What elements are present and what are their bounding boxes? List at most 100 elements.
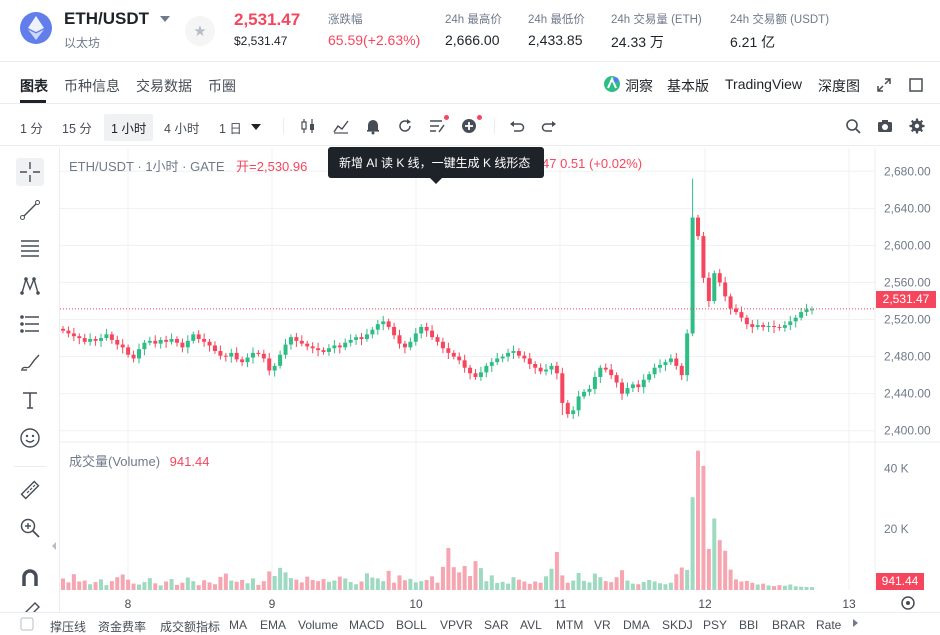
tab-tradingview[interactable]: TradingView: [725, 76, 803, 92]
candle-body: [408, 341, 413, 348]
indicator-12[interactable]: VR: [594, 618, 611, 632]
camera-icon[interactable]: [876, 117, 894, 135]
tab-chart[interactable]: 图表: [20, 78, 48, 94]
alert-icon[interactable]: [364, 117, 382, 135]
last-price: 2,531.47: [234, 10, 301, 29]
pair-selector[interactable]: ETH/USDT: [64, 9, 149, 28]
indicator-10[interactable]: AVL: [520, 618, 542, 632]
ai-pattern-icon[interactable]: [428, 117, 446, 135]
emoji-icon[interactable]: [16, 424, 44, 452]
add-indicator-icon[interactable]: [460, 117, 478, 135]
indicator-4[interactable]: EMA: [260, 618, 287, 632]
indicator-15[interactable]: PSY: [703, 618, 728, 632]
indicator-17[interactable]: BRAR: [772, 618, 806, 632]
collapse-arrow-icon[interactable]: [52, 542, 56, 550]
star-icon[interactable]: ★: [185, 16, 215, 46]
indicator-9[interactable]: SAR: [484, 618, 509, 632]
timeframe-1h[interactable]: 1 小时: [104, 114, 154, 141]
candle-body: [685, 333, 690, 376]
indicator-16[interactable]: BBI: [739, 618, 759, 632]
window-icon[interactable]: [909, 78, 923, 95]
expand-icon[interactable]: [877, 78, 891, 95]
indicator-8[interactable]: VPVR: [440, 618, 473, 632]
indicator-11[interactable]: MTM: [556, 618, 584, 632]
stat-label: 24h 最低价: [528, 14, 585, 26]
indicator-18[interactable]: Rate: [816, 618, 842, 632]
indicator-2[interactable]: 成交额指标: [160, 620, 221, 634]
candle-body: [364, 334, 369, 339]
candle-body: [766, 326, 771, 328]
candle-body: [761, 325, 766, 327]
volume-bar: [250, 578, 255, 590]
legend-open: 开=2,530.96: [236, 159, 308, 174]
settings-circle-icon[interactable]: [900, 595, 916, 614]
tab-depth[interactable]: 深度图: [818, 78, 860, 94]
volume-bar: [522, 581, 527, 590]
candle-body: [93, 338, 98, 341]
toolbar-divider: [494, 118, 495, 134]
candle-body: [115, 339, 120, 345]
time-tick-label: 8: [125, 597, 132, 611]
search-icon[interactable]: [844, 117, 862, 135]
indicator-5[interactable]: Volume: [298, 618, 339, 632]
candle-type-icon[interactable]: [299, 117, 317, 135]
redo-icon[interactable]: [540, 117, 558, 135]
tab-basic[interactable]: 基本版: [667, 78, 709, 94]
brush-icon[interactable]: [16, 348, 44, 376]
candle-body: [571, 410, 576, 415]
volume-bar: [158, 585, 163, 590]
candle-body: [326, 348, 331, 352]
text-icon[interactable]: [16, 386, 44, 414]
gear-icon[interactable]: [908, 117, 926, 135]
indicator-14[interactable]: SKDJ: [662, 618, 693, 632]
candle-body: [375, 324, 380, 330]
ruler-icon[interactable]: [16, 476, 44, 504]
candle-body: [207, 341, 212, 346]
indicator-3[interactable]: MA: [229, 618, 247, 632]
volume-bar: [777, 585, 782, 590]
indicator-0[interactable]: 撑压线: [50, 620, 87, 634]
magnet-icon[interactable]: [16, 564, 44, 592]
crosshair-icon[interactable]: [16, 158, 44, 186]
indicator-13[interactable]: DMA: [623, 618, 650, 632]
tab-coin-info[interactable]: 币种信息: [64, 78, 120, 94]
tab-insight[interactable]: 洞察: [625, 78, 653, 94]
timeframe-1m[interactable]: 1 分: [20, 122, 43, 136]
indicator-icon[interactable]: [332, 117, 350, 135]
volume-bar: [267, 571, 272, 590]
drawing-toolbar: [0, 148, 60, 635]
volume-bar: [462, 565, 467, 590]
volume-bar: [164, 581, 169, 590]
volume-bar: [169, 579, 174, 590]
candle-body: [744, 317, 749, 325]
timeframe-4h[interactable]: 4 小时: [164, 122, 200, 136]
volume-bar: [392, 582, 397, 590]
timeframe-1d[interactable]: 1 日: [219, 122, 242, 136]
volume-bar: [343, 578, 348, 590]
pattern-icon[interactable]: [16, 272, 44, 300]
checkbox-icon[interactable]: [20, 617, 34, 634]
time-tick-label: 10: [409, 597, 423, 611]
horizontal-lines-icon[interactable]: [16, 234, 44, 262]
tab-trade-data[interactable]: 交易数据: [136, 78, 192, 94]
chevron-down-icon[interactable]: [250, 121, 268, 139]
timeframe-15m[interactable]: 15 分: [62, 122, 92, 136]
indicator-7[interactable]: BOLL: [396, 618, 427, 632]
volume-bar: [489, 575, 494, 590]
trendline-icon[interactable]: [16, 196, 44, 224]
replay-icon[interactable]: [396, 117, 414, 135]
fibonacci-icon[interactable]: [16, 310, 44, 338]
chevron-right-icon[interactable]: [853, 619, 858, 627]
time-tick-label: 12: [698, 597, 712, 611]
zoom-in-icon[interactable]: [16, 514, 44, 542]
candlestick-chart[interactable]: 2,680.00 2,640.00 2,600.00 2,560.00 2,520.00…: [60, 148, 940, 618]
candle-body: [468, 367, 473, 374]
candle-body: [598, 367, 603, 377]
chevron-down-icon[interactable]: [160, 16, 170, 22]
volume-bar: [701, 465, 706, 590]
indicator-6[interactable]: MACD: [349, 618, 385, 632]
tab-community[interactable]: 币圈: [208, 78, 236, 94]
undo-icon[interactable]: [508, 117, 526, 135]
indicator-1[interactable]: 资金费率: [98, 620, 147, 634]
candle-body: [484, 365, 489, 373]
